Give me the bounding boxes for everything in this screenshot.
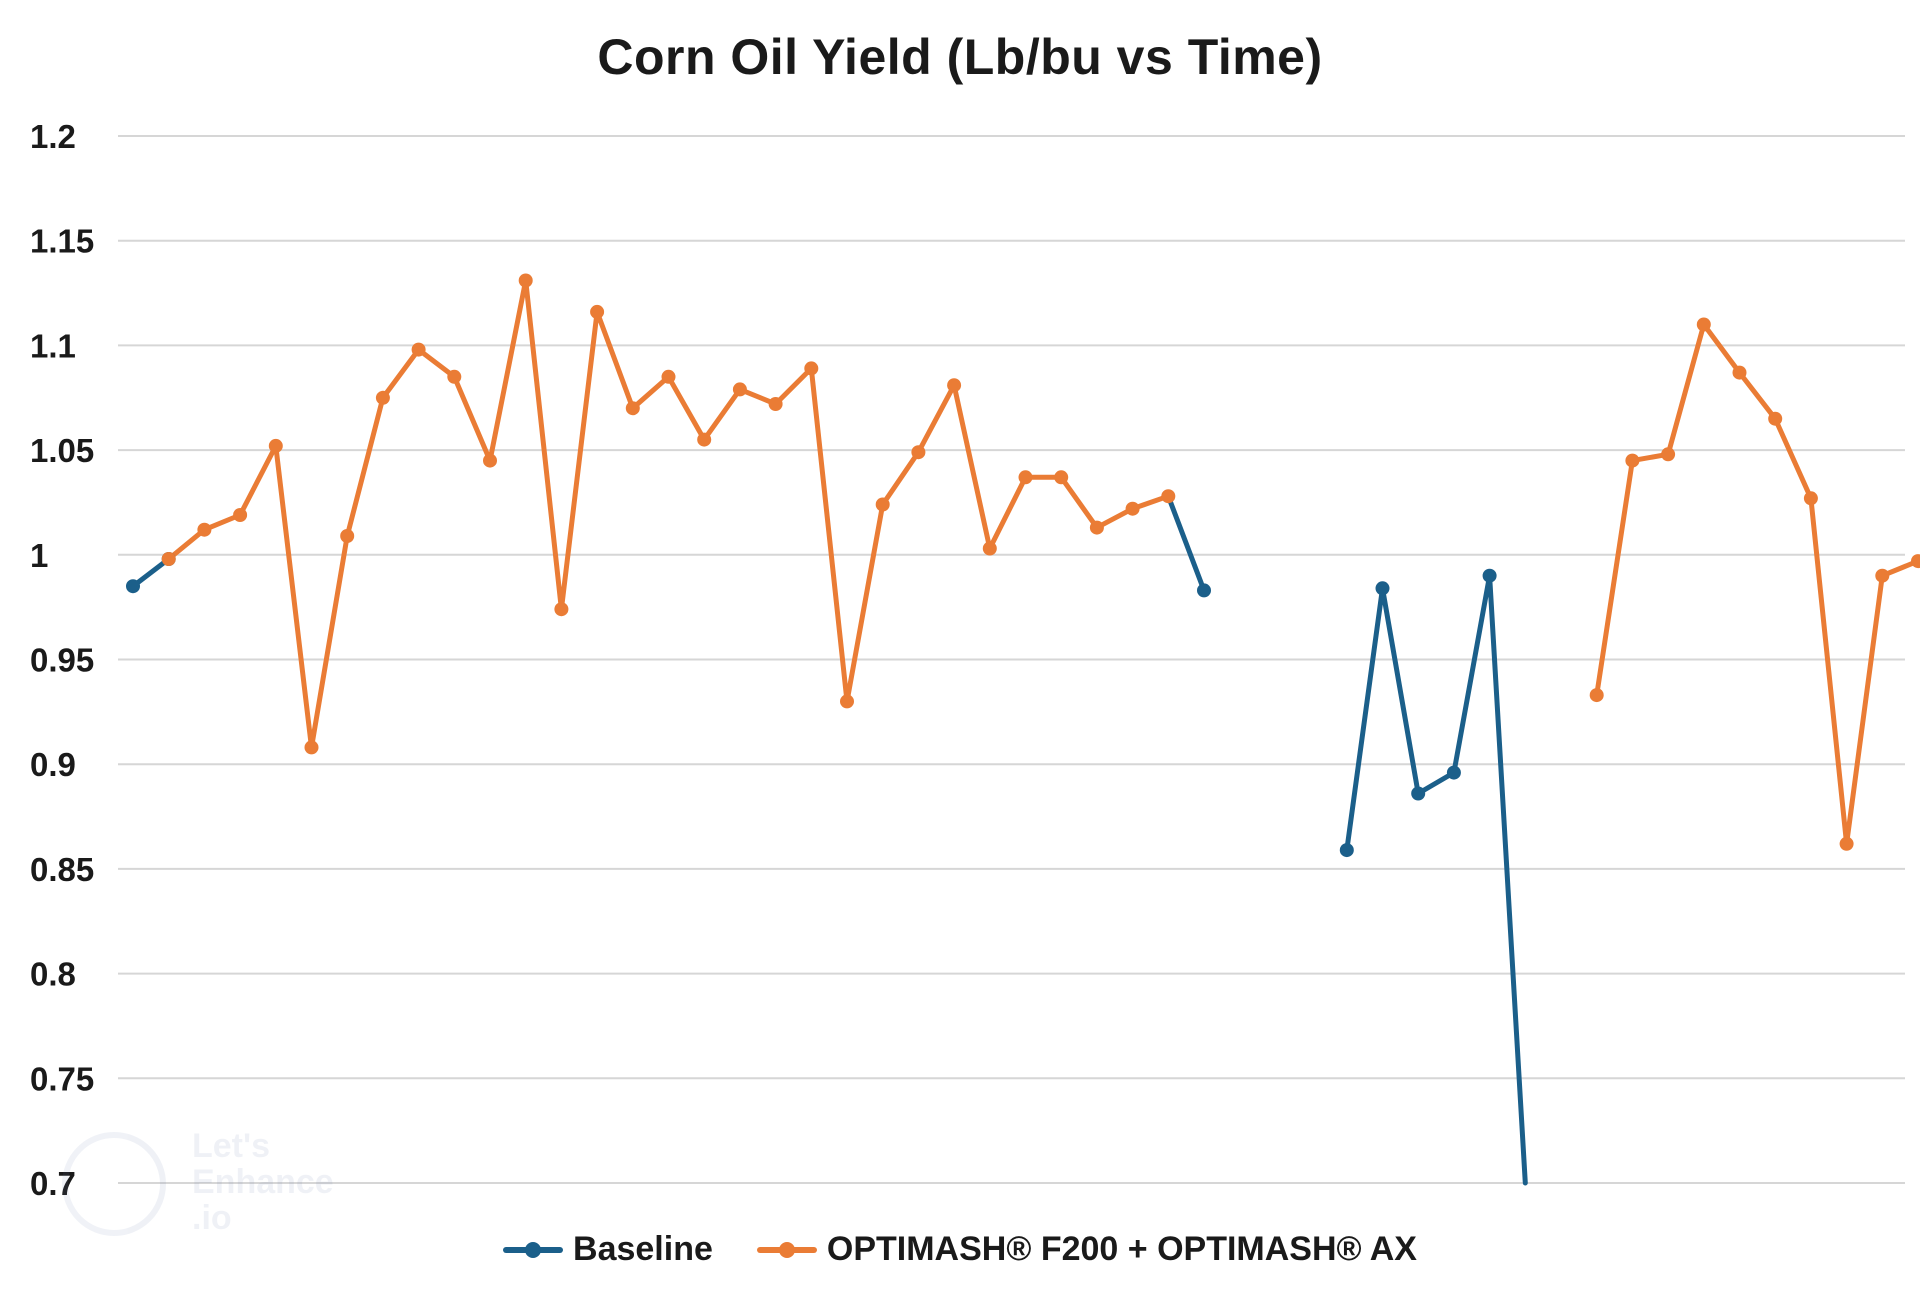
series-1-point-8[interactable] (411, 342, 426, 357)
watermark-ring-icon (62, 1132, 166, 1236)
series-1-point-3[interactable] (233, 508, 248, 522)
y-tick-label-6: 0.9 (30, 746, 76, 783)
series-1-point-18[interactable] (768, 397, 783, 411)
series-1-point-16[interactable] (697, 432, 712, 447)
series-1-point-23[interactable] (947, 378, 962, 393)
legend-item-optimash[interactable]: OPTIMASH® F200 + OPTIMASH® AX (756, 1230, 1417, 1269)
series-1-point-14[interactable] (625, 401, 640, 416)
series-1-point-49[interactable] (1875, 568, 1890, 583)
watermark-logo: Let's Enhance .io (62, 1120, 362, 1240)
series-1-point-47[interactable] (1803, 491, 1818, 506)
series-1-point-2[interactable] (197, 522, 212, 537)
chart-title: Corn Oil Yield (Lb/bu vs Time) (597, 29, 1323, 85)
y-tick-label-1: 1.15 (30, 223, 94, 260)
legend-label-optimash: OPTIMASH® F200 + OPTIMASH® AX (826, 1230, 1417, 1268)
y-tick-label-8: 0.8 (30, 956, 76, 993)
series-0-point-34[interactable] (1339, 843, 1354, 858)
series-1-point-42[interactable] (1625, 453, 1640, 468)
series-1-point-1[interactable] (161, 552, 176, 566)
y-tick-label-7: 0.85 (30, 851, 94, 888)
series-1-point-17[interactable] (732, 382, 747, 397)
series-1-point-44[interactable] (1696, 317, 1711, 332)
series-0-point-38[interactable] (1482, 568, 1497, 583)
series-1-point-43[interactable] (1661, 447, 1676, 462)
series-1-point-13[interactable] (590, 304, 605, 319)
legend-item-baseline[interactable]: Baseline (503, 1230, 713, 1269)
series-1-point-45[interactable] (1732, 365, 1747, 380)
series-0-point-30[interactable] (1197, 583, 1211, 598)
series-1-point-48[interactable] (1839, 836, 1854, 851)
series-1-point-21[interactable] (875, 497, 890, 512)
y-tick-label-5: 0.95 (30, 642, 94, 679)
y-tick-label-9: 0.75 (30, 1060, 94, 1097)
series-1-point-50[interactable] (1911, 554, 1920, 569)
y-tick-label-2: 1.1 (30, 327, 76, 364)
watermark-text: Let's Enhance .io (192, 1127, 334, 1237)
series-1-point-4[interactable] (268, 438, 283, 453)
series-0-point-36[interactable] (1411, 786, 1426, 801)
series-1-point-41[interactable] (1589, 688, 1604, 703)
series-1-point-24[interactable] (982, 541, 997, 556)
series-0-point-0[interactable] (126, 579, 140, 594)
series-1-point-29[interactable] (1161, 489, 1176, 504)
series-1-point-20[interactable] (840, 694, 854, 709)
gridlines (118, 135, 1905, 1184)
series-0-point-37[interactable] (1446, 765, 1461, 780)
series-line-0 (130, 493, 1528, 1186)
y-tick-label-4: 1 (30, 537, 48, 574)
series-1-point-25[interactable] (1018, 470, 1033, 485)
series-1-point-19[interactable] (804, 361, 819, 376)
series-1-point-7[interactable] (375, 390, 390, 405)
series-1-point-46[interactable] (1768, 411, 1783, 426)
legend: Baseline OPTIMASH® F200 + OPTIMASH® AX (0, 1230, 1920, 1269)
legend-swatch-optimash (756, 1241, 817, 1258)
series-1-point-6[interactable] (340, 529, 355, 543)
series-1-point-27[interactable] (1089, 520, 1104, 535)
legend-label-baseline: Baseline (573, 1230, 713, 1268)
legend-swatch-baseline (503, 1241, 564, 1258)
series-1-point-26[interactable] (1054, 470, 1069, 485)
series-lines (130, 278, 1920, 1186)
y-tick-label-3: 1.05 (30, 432, 94, 469)
series-1-point-15[interactable] (661, 369, 676, 384)
series-markers (126, 273, 1920, 858)
series-1-point-12[interactable] (554, 602, 569, 617)
series-1-point-9[interactable] (447, 369, 462, 384)
y-tick-label-0: 1.2 (30, 118, 76, 155)
series-1-point-22[interactable] (911, 445, 926, 460)
series-line-1 (166, 278, 1920, 847)
series-1-point-28[interactable] (1125, 501, 1140, 516)
series-1-point-10[interactable] (483, 453, 497, 468)
series-1-point-11[interactable] (518, 273, 533, 288)
series-1-point-5[interactable] (304, 740, 319, 755)
series-0-point-35[interactable] (1375, 581, 1390, 596)
